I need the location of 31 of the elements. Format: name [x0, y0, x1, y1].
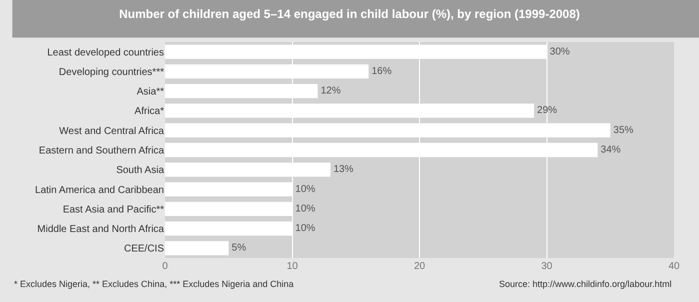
y-tick-label: South Asia	[116, 165, 164, 176]
y-tick-label: Middle East and North Africa	[37, 224, 164, 236]
y-tick-label: Asia**	[136, 86, 164, 98]
data-label: 12%	[320, 86, 341, 97]
y-tick-label: Africa*	[134, 106, 164, 118]
source-note: Source: http://www.childinfo.org/labour.html	[499, 279, 672, 289]
y-tick-label: Least developed countries	[47, 47, 164, 58]
x-tick-label: 20	[414, 261, 426, 272]
data-label: 10%	[295, 223, 316, 234]
data-label: 30%	[550, 46, 570, 58]
y-tick-label: East Asia and Pacific**	[62, 204, 164, 216]
data-label: 10%	[295, 203, 316, 214]
y-tick-label: CEE/CIS	[124, 244, 164, 255]
text: * Excludes Nigeria, ** Excludes China, *** Excludes Nigeria and China	[14, 279, 294, 289]
data-label: 29%	[537, 105, 558, 116]
data-label: 34%	[600, 144, 621, 156]
y-tick-label: Eastern and Southern Africa	[38, 146, 164, 156]
data-label: 16%	[372, 66, 392, 77]
bar	[165, 241, 229, 256]
y-tick-label: Latin America and Caribbean	[35, 184, 164, 196]
x-tick-label: 0	[162, 261, 168, 272]
data-label: 10%	[295, 184, 316, 195]
data-label: 35%	[613, 124, 634, 136]
y-tick-label: Developing countries***	[58, 66, 164, 78]
chart-title: Number of children aged 5–14 engaged in child labour (%), by region (1999-2008)	[119, 6, 580, 21]
x-tick-label: 10	[286, 261, 298, 272]
data-label: 5%	[232, 242, 246, 254]
data-label: 13%	[333, 164, 354, 176]
x-tick-label: 40	[668, 261, 680, 272]
y-tick-label: West and Central Africa	[59, 126, 164, 137]
x-tick-label: 30	[541, 261, 553, 272]
